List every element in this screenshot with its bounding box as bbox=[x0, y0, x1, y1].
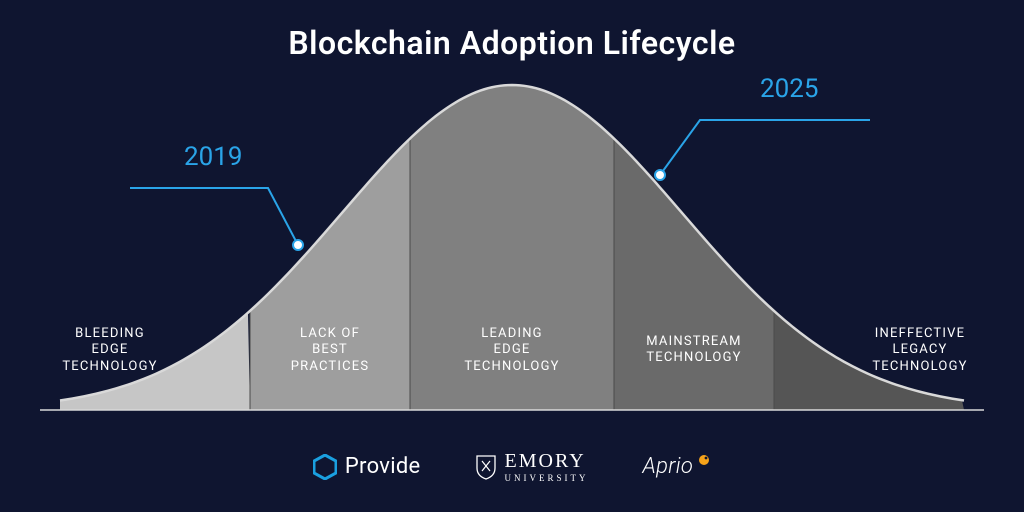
bell-curve-chart bbox=[0, 0, 1024, 512]
year-label-2019: 2019 bbox=[184, 142, 242, 172]
emory-logo: EMORY UNIVERSITY bbox=[475, 450, 589, 483]
year-label-2025: 2025 bbox=[760, 74, 818, 104]
provide-hex-icon bbox=[313, 454, 337, 480]
callout-marker bbox=[655, 170, 665, 180]
callout-leader bbox=[130, 188, 298, 245]
emory-logo-text-wrap: EMORY UNIVERSITY bbox=[505, 450, 589, 483]
aprio-logo-text: Aprio bbox=[643, 454, 694, 479]
emory-logo-subtitle: UNIVERSITY bbox=[505, 473, 589, 483]
callout-marker bbox=[293, 240, 303, 250]
emory-shield-icon bbox=[475, 454, 497, 480]
emory-logo-text: EMORY bbox=[505, 450, 586, 472]
section-label-4: INEFFECTIVELEGACYTECHNOLOGY bbox=[830, 326, 1010, 375]
curve-section-3 bbox=[614, 139, 774, 410]
section-label-0: BLEEDINGEDGETECHNOLOGY bbox=[20, 326, 200, 375]
callout-leader bbox=[660, 120, 870, 175]
aprio-dot-icon bbox=[697, 453, 711, 467]
provide-logo-text: Provide bbox=[345, 454, 421, 479]
section-label-1: LACK OFBESTPRACTICES bbox=[240, 326, 420, 375]
aprio-logo: Aprio bbox=[643, 454, 712, 479]
logo-row: Provide EMORY UNIVERSITY Aprio bbox=[0, 450, 1024, 483]
section-label-3: MAINSTREAMTECHNOLOGY bbox=[604, 334, 784, 367]
section-label-2: LEADINGEDGETECHNOLOGY bbox=[422, 326, 602, 375]
provide-logo: Provide bbox=[313, 454, 421, 480]
